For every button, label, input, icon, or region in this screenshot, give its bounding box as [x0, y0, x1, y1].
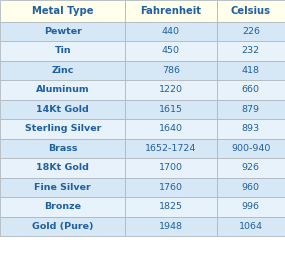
Bar — [0, 217, 125, 236]
Text: 960: 960 — [242, 183, 260, 192]
Text: 418: 418 — [242, 66, 260, 75]
Bar — [0, 61, 125, 80]
Text: 1064: 1064 — [239, 222, 263, 231]
Text: 926: 926 — [242, 163, 260, 172]
Text: Fahrenheit: Fahrenheit — [141, 6, 201, 16]
Text: Zinc: Zinc — [52, 66, 74, 75]
Text: 893: 893 — [242, 124, 260, 133]
Text: Tin: Tin — [54, 46, 71, 55]
Text: 1615: 1615 — [159, 105, 183, 114]
Bar — [217, 139, 285, 158]
Bar — [125, 197, 217, 217]
Text: 226: 226 — [242, 27, 260, 36]
Text: 1825: 1825 — [159, 202, 183, 211]
Bar — [217, 100, 285, 119]
Text: Fine Silver: Fine Silver — [34, 183, 91, 192]
Bar — [125, 80, 217, 100]
Text: 18Kt Gold: 18Kt Gold — [36, 163, 89, 172]
Text: 900-940: 900-940 — [231, 144, 270, 153]
Text: 1948: 1948 — [159, 222, 183, 231]
Text: 1220: 1220 — [159, 85, 183, 94]
Bar — [125, 22, 217, 41]
Bar — [217, 119, 285, 139]
Bar — [217, 158, 285, 178]
Bar — [217, 178, 285, 197]
Bar — [125, 0, 217, 22]
Bar — [217, 41, 285, 61]
Bar — [217, 217, 285, 236]
Text: 1640: 1640 — [159, 124, 183, 133]
Text: Celsius: Celsius — [231, 6, 271, 16]
Bar — [217, 0, 285, 22]
Bar — [0, 80, 125, 100]
Text: 440: 440 — [162, 27, 180, 36]
Text: Aluminum: Aluminum — [36, 85, 89, 94]
Text: Gold (Pure): Gold (Pure) — [32, 222, 93, 231]
Text: 232: 232 — [242, 46, 260, 55]
Text: 1652-1724: 1652-1724 — [145, 144, 197, 153]
Text: Bronze: Bronze — [44, 202, 81, 211]
Bar — [125, 178, 217, 197]
Bar — [217, 61, 285, 80]
Bar — [0, 178, 125, 197]
Bar — [125, 158, 217, 178]
Bar — [0, 0, 125, 22]
Bar — [217, 80, 285, 100]
Bar — [0, 197, 125, 217]
Text: Sterling Silver: Sterling Silver — [25, 124, 101, 133]
Bar — [125, 139, 217, 158]
Bar — [217, 197, 285, 217]
Bar — [0, 22, 125, 41]
Text: 1700: 1700 — [159, 163, 183, 172]
Text: Pewter: Pewter — [44, 27, 82, 36]
Bar — [125, 61, 217, 80]
Text: 450: 450 — [162, 46, 180, 55]
Bar — [0, 139, 125, 158]
Text: 786: 786 — [162, 66, 180, 75]
Bar — [125, 41, 217, 61]
Bar — [217, 22, 285, 41]
Text: Brass: Brass — [48, 144, 78, 153]
Bar — [0, 100, 125, 119]
Text: 996: 996 — [242, 202, 260, 211]
Bar — [125, 217, 217, 236]
Bar — [0, 119, 125, 139]
Text: 14Kt Gold: 14Kt Gold — [36, 105, 89, 114]
Text: 1760: 1760 — [159, 183, 183, 192]
Bar — [0, 41, 125, 61]
Text: 879: 879 — [242, 105, 260, 114]
Bar — [125, 119, 217, 139]
Bar — [125, 100, 217, 119]
Text: 660: 660 — [242, 85, 260, 94]
Bar — [0, 158, 125, 178]
Text: Metal Type: Metal Type — [32, 6, 93, 16]
